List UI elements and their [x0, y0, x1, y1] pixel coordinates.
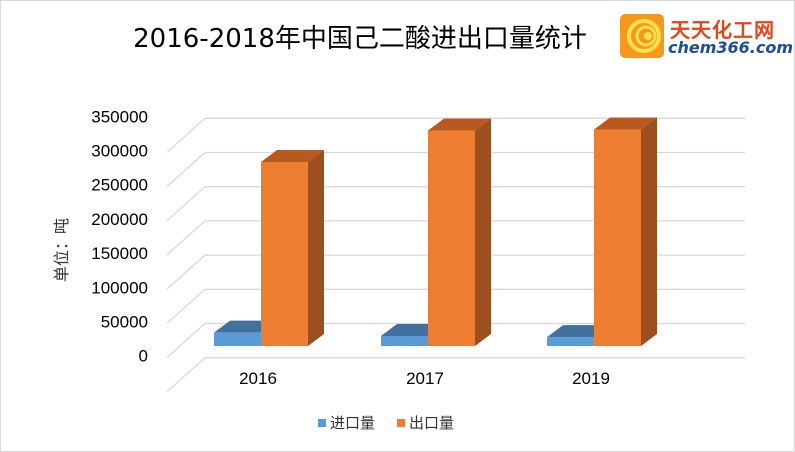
gridline-side — [166, 323, 206, 358]
x-tick-label: 2016 — [239, 369, 277, 388]
legend-swatch-import — [318, 418, 326, 427]
y-tick-label: 350000 — [91, 107, 148, 126]
y-tick-label: 200000 — [91, 210, 148, 229]
y-tick-label: 300000 — [91, 142, 148, 161]
gridline-side — [166, 254, 206, 290]
legend-label-export: 出口量 — [409, 414, 455, 432]
bar-export — [428, 130, 475, 346]
bar-import — [547, 337, 594, 346]
legend-label-import: 进口量 — [330, 414, 376, 432]
chart-title: 2016-2018年中国己二酸进出口量统计 — [133, 24, 587, 54]
y-tick-label: 250000 — [91, 176, 148, 195]
y-tick-label: 0 — [139, 347, 148, 366]
bar-import — [214, 332, 261, 346]
gridline-side — [166, 117, 206, 153]
legend-item-export[interactable]: 出口量 — [397, 412, 454, 433]
gridline-side — [166, 152, 206, 187]
bar-top-1 — [261, 150, 324, 163]
logo-icon — [620, 14, 664, 58]
x-tick-label: 2019 — [572, 369, 610, 388]
logo: 天天化工网 chem366.com — [620, 14, 793, 60]
gridline-side — [166, 220, 206, 256]
bar-import — [381, 336, 428, 346]
bar-export — [594, 129, 641, 346]
bar-top-1 — [428, 118, 491, 131]
gridline-side — [166, 186, 206, 222]
y-tick-label: 150000 — [91, 244, 148, 263]
bar-side-1 — [308, 150, 324, 346]
legend: 进口量 出口量 — [318, 412, 454, 433]
x-tick-label: 2017 — [406, 369, 444, 388]
bar-top-1 — [594, 117, 657, 130]
gridline-side — [166, 357, 206, 393]
legend-swatch-export — [397, 418, 406, 427]
bar-side-1 — [475, 118, 491, 346]
legend-item-import[interactable]: 进口量 — [318, 412, 375, 433]
y-tick-label: 100000 — [91, 278, 148, 297]
logo-text-cn: 天天化工网 — [670, 18, 775, 42]
y-tick-label: 50000 — [101, 313, 148, 332]
bar-side-1 — [641, 117, 657, 346]
gridline-side — [166, 288, 206, 324]
bar-export — [261, 162, 308, 346]
logo-text-en: chem366.com — [668, 38, 794, 57]
